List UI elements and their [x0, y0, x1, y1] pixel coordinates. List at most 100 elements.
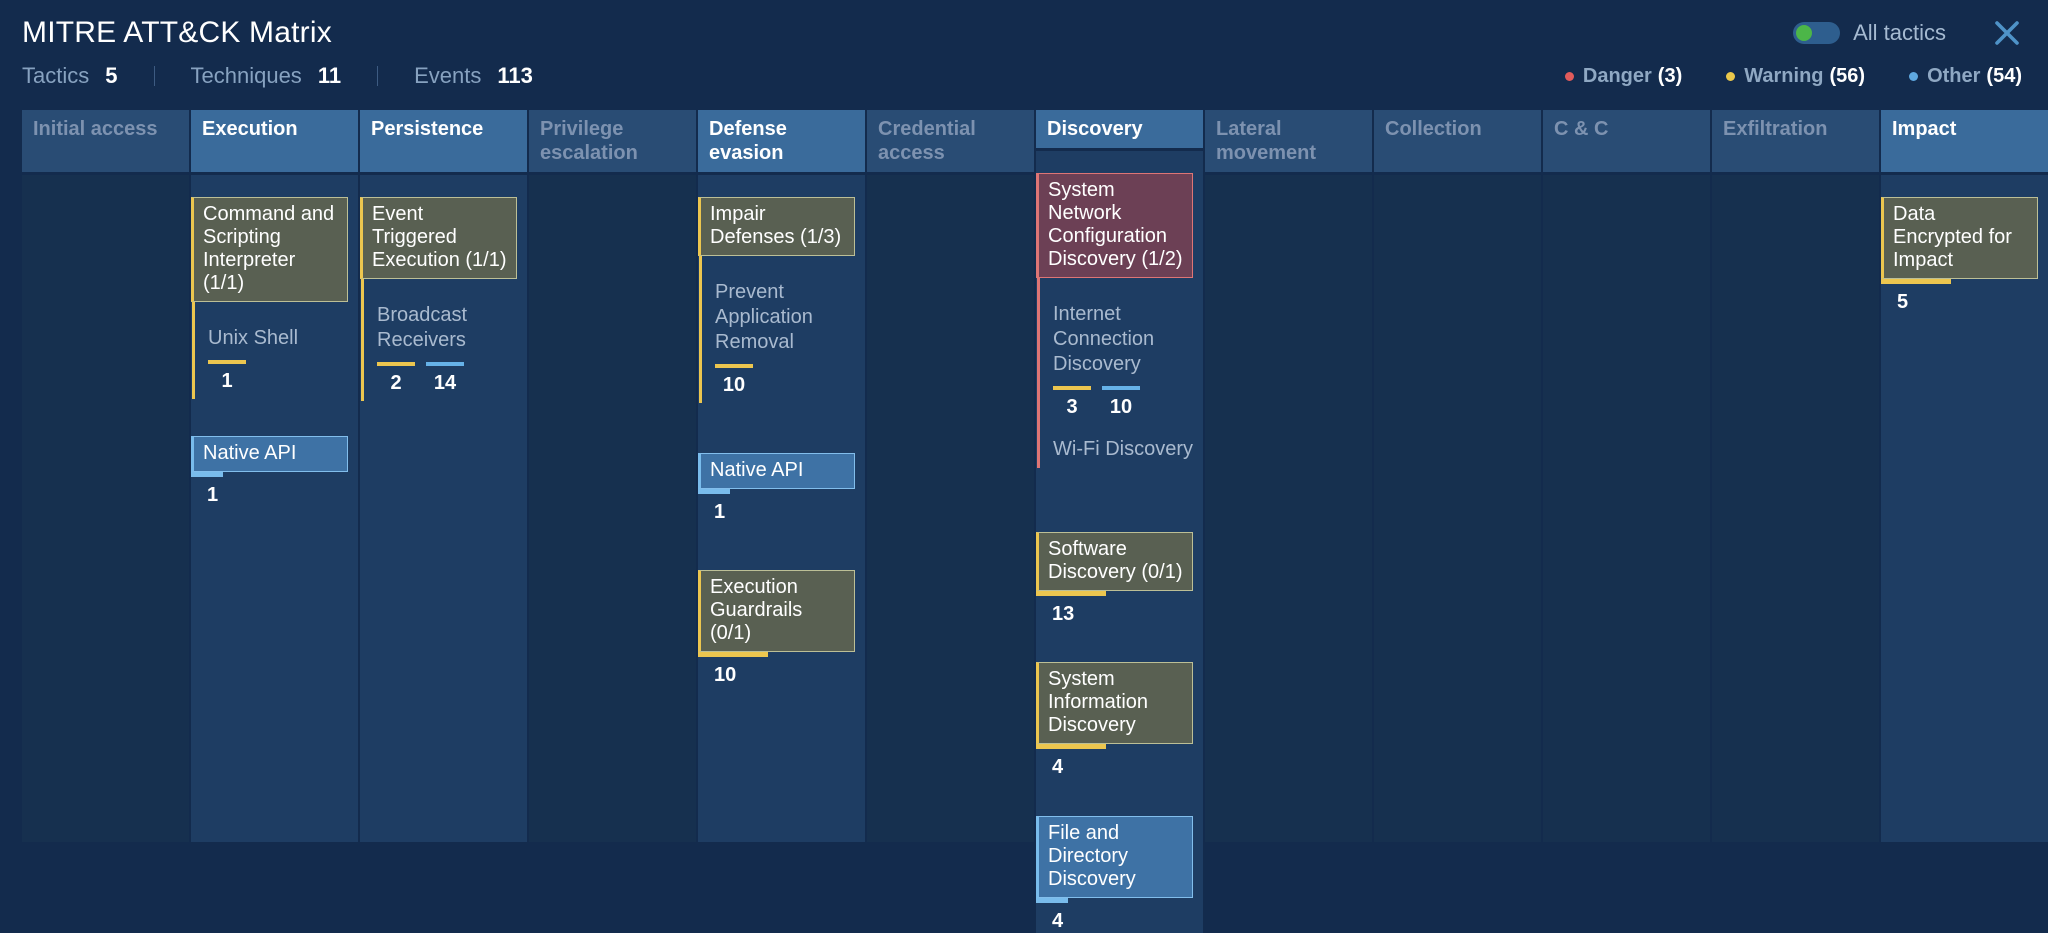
card-underbar — [1036, 898, 1068, 903]
tactic-column-impact: Impact Data Encrypted for Impact 5 — [1881, 110, 2048, 842]
subtechniques-list: Prevent Application Removal 10 — [699, 256, 865, 403]
subtechnique-label[interactable]: Unix Shell — [208, 327, 299, 349]
tactic-column-initial-access: Initial access — [22, 110, 189, 842]
technique-card-impair-defenses-1-3[interactable]: Impair Defenses (1/3) — [698, 197, 855, 256]
legend-item-warning: Warning (56) — [1726, 65, 1865, 88]
tactic-header-lateral-movement[interactable]: Lateral movement — [1205, 110, 1372, 172]
technique-group-system-network-configuration-discovery-1-2: System Network Configuration Discovery (… — [1036, 173, 1203, 468]
subtechnique-internet-connection-discovery: Internet Connection Discovery 3 10 — [1053, 302, 1199, 419]
legend-label: Other — [1927, 64, 1981, 87]
tactic-column-defense-evasion: Defense evasion Impair Defenses (1/3) Prev… — [698, 110, 865, 842]
stat-value: 11 — [317, 63, 342, 88]
warning-count-bar — [377, 362, 415, 366]
event-count: 1 — [221, 370, 233, 392]
card-underbar — [1036, 744, 1107, 749]
legend-item-danger: Danger (3) — [1564, 64, 1682, 88]
tactic-column-privilege-escalation: Privilege escalation — [529, 110, 696, 842]
tactic-header-collection[interactable]: Collection — [1374, 110, 1541, 172]
event-count-warning: 1 — [208, 360, 246, 393]
technique-card-native-api[interactable]: Native API — [698, 453, 855, 494]
close-icon[interactable] — [1992, 18, 2022, 48]
subtechnique-label[interactable]: Prevent Application Removal — [715, 281, 813, 353]
technique-card-event-triggered-execution-1-1[interactable]: Event Triggered Execution (1/1) — [360, 197, 517, 279]
technique-group-data-encrypted-for-impact: Data Encrypted for Impact 5 — [1881, 197, 2048, 314]
event-count: 10 — [722, 374, 746, 396]
tactic-header-c-c[interactable]: C & C — [1543, 110, 1710, 172]
card-underbar — [191, 472, 223, 477]
subtechnique-prevent-application-removal: Prevent Application Removal 10 — [715, 280, 861, 397]
tactic-column-discovery: Discovery System Network Configuration Di… — [1036, 110, 1203, 933]
subtechnique-label[interactable]: Internet Connection Discovery — [1053, 303, 1155, 375]
tactic-body-execution: Command and Scripting Interpreter (1/1) U… — [191, 175, 358, 842]
stat-techniques: Techniques 11 — [191, 63, 342, 89]
legend-item-other: Other (54) — [1909, 65, 2022, 88]
event-counts-row: 1 — [208, 360, 354, 393]
legend-count: (56) — [1829, 64, 1866, 87]
technique-card-system-information-discovery[interactable]: System Information Discovery — [1036, 662, 1193, 749]
technique-group-impair-defenses-1-3: Impair Defenses (1/3) Prevent Application… — [698, 197, 865, 403]
toggle-knob[interactable] — [1796, 25, 1813, 41]
stat-events: Events 113 — [414, 63, 533, 89]
technique-group-software-discovery-0-1: Software Discovery (0/1) 13 — [1036, 532, 1203, 626]
card-underbar — [698, 652, 769, 657]
event-count: 5 — [1897, 291, 1909, 313]
tactic-header-exfiltration[interactable]: Exfiltration — [1712, 110, 1879, 172]
event-count: 10 — [714, 664, 737, 686]
all-tactics-toggle[interactable] — [1793, 22, 1841, 44]
subtechniques-list: Unix Shell 1 — [192, 302, 358, 399]
header-controls: All tactics — [1793, 18, 2022, 48]
tactic-column-execution: Execution Command and Scripting Interpret… — [191, 110, 358, 842]
technique-card-data-encrypted-for-impact[interactable]: Data Encrypted for Impact — [1881, 197, 2038, 284]
tactic-header-discovery[interactable]: Discovery — [1036, 110, 1203, 148]
event-count: 3 — [1066, 396, 1078, 418]
tactic-column-c-c: C & C — [1543, 110, 1710, 842]
technique-card-command-and-scripting-interpreter-1-1[interactable]: Command and Scripting Interpreter (1/1) — [191, 197, 348, 302]
tactic-column-credential-access: Credential access — [867, 110, 1034, 842]
technique-card-software-discovery-0-1[interactable]: Software Discovery (0/1) — [1036, 532, 1193, 596]
tactic-body-exfiltration — [1712, 175, 1879, 842]
technique-group-native-api: Native API 1 — [698, 453, 865, 524]
severity-legend: Danger (3) Warning (56) Other (54) — [1564, 64, 2022, 88]
tactic-header-defense-evasion[interactable]: Defense evasion — [698, 110, 865, 172]
tactic-header-credential-access[interactable]: Credential access — [867, 110, 1034, 172]
other-dot-icon — [1909, 71, 1919, 81]
tactic-header-privilege-escalation[interactable]: Privilege escalation — [529, 110, 696, 172]
tactic-body-lateral-movement — [1205, 175, 1372, 842]
technique-group-command-and-scripting-interpreter-1-1: Command and Scripting Interpreter (1/1) U… — [191, 197, 358, 399]
stat-label: Tactics — [22, 63, 90, 88]
page-title: MITRE ATT&CK Matrix — [22, 16, 332, 49]
tactic-header-impact[interactable]: Impact — [1881, 110, 2048, 172]
tactic-header-execution[interactable]: Execution — [191, 110, 358, 172]
subtechnique-label[interactable]: Broadcast Receivers — [377, 304, 468, 351]
technique-group-native-api: Native API 1 — [191, 436, 358, 507]
event-count-warning: 10 — [715, 364, 753, 397]
event-counts-row: 10 — [715, 364, 861, 397]
event-count-other: 14 — [426, 362, 464, 395]
technique-card-execution-guardrails-0-1[interactable]: Execution Guardrails (0/1) — [698, 570, 855, 657]
stat-value: 5 — [105, 63, 118, 88]
technique-card-native-api[interactable]: Native API — [191, 436, 348, 477]
legend-count: (54) — [1986, 64, 2022, 87]
technique-group-event-triggered-execution-1-1: Event Triggered Execution (1/1) Broadcast… — [360, 197, 527, 401]
tactic-header-initial-access[interactable]: Initial access — [22, 110, 189, 172]
tactic-header-persistence[interactable]: Persistence — [360, 110, 527, 172]
tactic-body-privilege-escalation — [529, 175, 696, 842]
event-count: 1 — [714, 501, 726, 523]
other-count-bar — [1102, 386, 1140, 390]
warning-count-bar — [715, 364, 753, 368]
stat-separator — [377, 66, 379, 86]
danger-dot-icon — [1564, 71, 1574, 81]
header-stats-row: Tactics 5 Techniques 11 Events 113 Dange… — [0, 50, 2048, 103]
legend-label: Danger — [1582, 64, 1652, 87]
subtechnique-label[interactable]: Wi-Fi Discovery — [1053, 438, 1193, 460]
technique-card-file-and-directory-discovery[interactable]: File and Directory Discovery — [1036, 816, 1193, 903]
tactic-column-exfiltration: Exfiltration — [1712, 110, 1879, 842]
card-underbar — [1036, 591, 1107, 596]
subtechnique-unix-shell: Unix Shell 1 — [208, 326, 354, 393]
card-underbar — [698, 489, 730, 494]
event-count: 13 — [1052, 603, 1075, 625]
attack-matrix: Initial access Execution Command and Scrip… — [0, 110, 2048, 933]
tactic-body-c-c — [1543, 175, 1710, 842]
warning-count-bar — [208, 360, 246, 364]
technique-card-system-network-configuration-discovery-1-2[interactable]: System Network Configuration Discovery (… — [1036, 173, 1193, 278]
